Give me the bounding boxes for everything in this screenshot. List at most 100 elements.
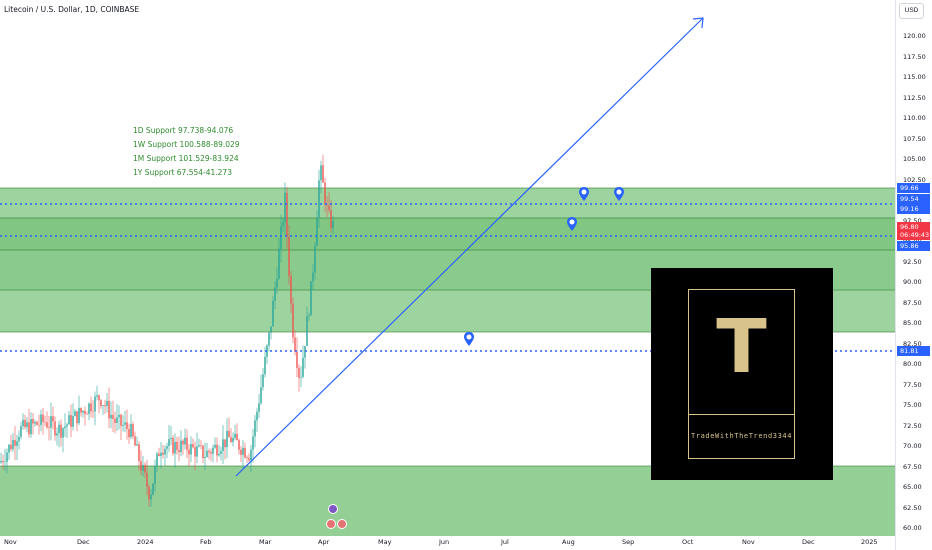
location-pin-icon[interactable] (613, 186, 625, 202)
candle-body (246, 457, 248, 459)
candle-body (248, 458, 250, 461)
candle-body (56, 433, 58, 436)
candle-body (90, 403, 92, 412)
location-pin-icon[interactable] (566, 216, 578, 232)
candle-body (102, 405, 104, 406)
current-price: 96.80 (900, 223, 919, 231)
currency-button[interactable]: USD (899, 3, 924, 19)
symbol-title[interactable]: Litecoin / U.S. Dollar, 1D, COINBASE (4, 5, 140, 14)
candle-body (238, 440, 240, 450)
price-tick-label: 67.50 (903, 462, 922, 471)
price-tick-label: 97.50 (903, 216, 922, 225)
candle-body (308, 315, 310, 317)
candle-body (168, 439, 170, 447)
candle-body (116, 417, 118, 423)
time-tick-label: Feb (200, 538, 212, 546)
price-tick-label: 62.50 (903, 503, 922, 512)
candle-body (296, 351, 298, 368)
candle-body (280, 226, 282, 249)
candle-body (66, 424, 68, 427)
time-tick-label: Dec (77, 538, 90, 546)
location-pin-icon[interactable] (463, 331, 475, 347)
candle-body (36, 421, 38, 425)
candle-body (254, 420, 256, 437)
price-tick-label: 70.00 (903, 442, 922, 450)
candle-body (2, 460, 4, 463)
candle-body (272, 300, 274, 327)
candle-body (24, 419, 26, 428)
price-tick-label: 80.00 (903, 360, 922, 368)
candle-body (0, 460, 2, 463)
candle-body (208, 450, 210, 453)
candle-body (98, 395, 100, 401)
price-axis[interactable] (895, 0, 932, 550)
candle-body (176, 441, 178, 451)
candle-body (278, 248, 280, 279)
candle-body (148, 486, 150, 500)
price-tick-label: 105.00 (903, 155, 926, 163)
candle-body (72, 416, 74, 427)
candle-body (236, 433, 238, 441)
candle-body (154, 466, 156, 484)
time-tick-label: Sep (622, 538, 635, 546)
price-tick-label: 75.00 (903, 401, 922, 409)
candle-body (174, 441, 176, 454)
location-pin-icon[interactable] (578, 186, 590, 202)
candle-body (52, 416, 54, 422)
candle-body (132, 424, 134, 437)
candle-body (312, 272, 314, 282)
us-flag-event-icon[interactable] (326, 519, 336, 529)
candle-body (180, 440, 182, 453)
candle-body (256, 411, 258, 421)
time-tick-label: Oct (682, 538, 694, 546)
current-price-tag: 96.80 06:49:43 (897, 222, 930, 240)
candle-body (152, 483, 154, 495)
candle-body (212, 447, 214, 454)
time-tick-label: Jun (439, 538, 450, 546)
candle-body (242, 447, 244, 455)
price-tick-label: 92.50 (903, 257, 922, 266)
candle-body (306, 316, 308, 347)
lightning-event-icon[interactable] (328, 504, 338, 514)
candle-body (250, 449, 252, 461)
candle-body (286, 192, 288, 237)
candle-body (326, 204, 328, 206)
candle-body (14, 439, 16, 446)
candle-body (302, 357, 304, 377)
candle-body (222, 439, 224, 452)
candle-body (54, 421, 56, 436)
candle-body (226, 430, 228, 448)
candle-body (186, 437, 188, 450)
trend-line-arrow[interactable] (235, 17, 704, 477)
candle-body (262, 374, 264, 388)
candle-body (92, 411, 94, 412)
candle-body (50, 416, 52, 428)
time-tick-label: Nov (4, 538, 17, 546)
price-tick-label: 107.50 (903, 134, 926, 143)
time-tick-label: Jul (501, 538, 509, 546)
candle-body (322, 165, 324, 183)
price-tick-label: 120.00 (903, 32, 926, 40)
candle-body (304, 346, 306, 358)
candle-body (94, 396, 96, 412)
candle-body (170, 437, 172, 440)
price-tick-label: 60.00 (903, 524, 922, 532)
candle-body (128, 428, 130, 438)
price-tag: 81.81 (897, 346, 930, 356)
candle-body (234, 433, 236, 438)
candle-body (288, 236, 290, 277)
candle-body (70, 415, 72, 427)
support-zone-1w (0, 188, 895, 250)
candle-body (258, 403, 260, 412)
candle-body (244, 447, 246, 458)
candle-body (230, 437, 232, 443)
us-flag-event-icon[interactable] (337, 519, 347, 529)
candle-body (320, 165, 322, 181)
candlestick-series (0, 154, 334, 507)
bar-countdown: 06:49:43 (900, 231, 930, 239)
candle-body (114, 418, 116, 423)
candle-body (42, 414, 44, 423)
candle-body (232, 437, 234, 443)
candle-body (78, 408, 80, 424)
